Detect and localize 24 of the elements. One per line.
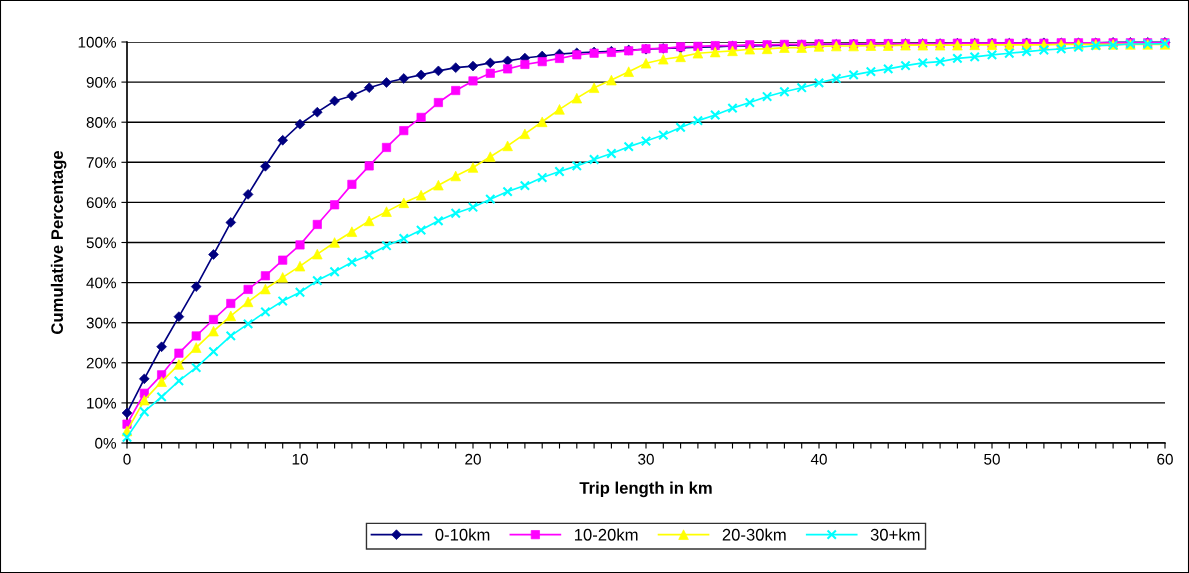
legend-label: 0-10km — [435, 528, 490, 541]
legend-label: 10-20km — [574, 528, 638, 541]
y-tick-label: 60% — [86, 197, 117, 209]
y-tick-label: 90% — [86, 76, 117, 88]
legend-label: 30+km — [870, 528, 920, 541]
y-tick-label: 40% — [86, 277, 117, 289]
y-tick-label: 20% — [86, 357, 117, 369]
y-tick-label: 70% — [86, 157, 117, 168]
y-tick-label: 100% — [78, 36, 117, 48]
legend-label: 20-30km — [722, 528, 786, 541]
y-tick-label: 50% — [86, 237, 117, 249]
y-tick-label: 30% — [86, 317, 117, 329]
x-tick-label: 60 — [1157, 453, 1173, 465]
y-tick-label: 10% — [87, 397, 117, 409]
x-tick-label: 0 — [123, 453, 131, 465]
y-tick-label: 80% — [86, 117, 117, 128]
x-tick-label: 10 — [292, 453, 308, 465]
x-axis-title: Trip length in km — [579, 481, 712, 498]
y-axis-title: Cumulative Percentage — [50, 150, 67, 334]
x-tick-label: 20 — [465, 453, 481, 465]
x-tick-label: 30 — [638, 453, 654, 465]
x-tick-label: 50 — [984, 453, 1000, 465]
y-tick-label: 0% — [95, 437, 117, 449]
x-tick-label: 40 — [810, 453, 827, 465]
